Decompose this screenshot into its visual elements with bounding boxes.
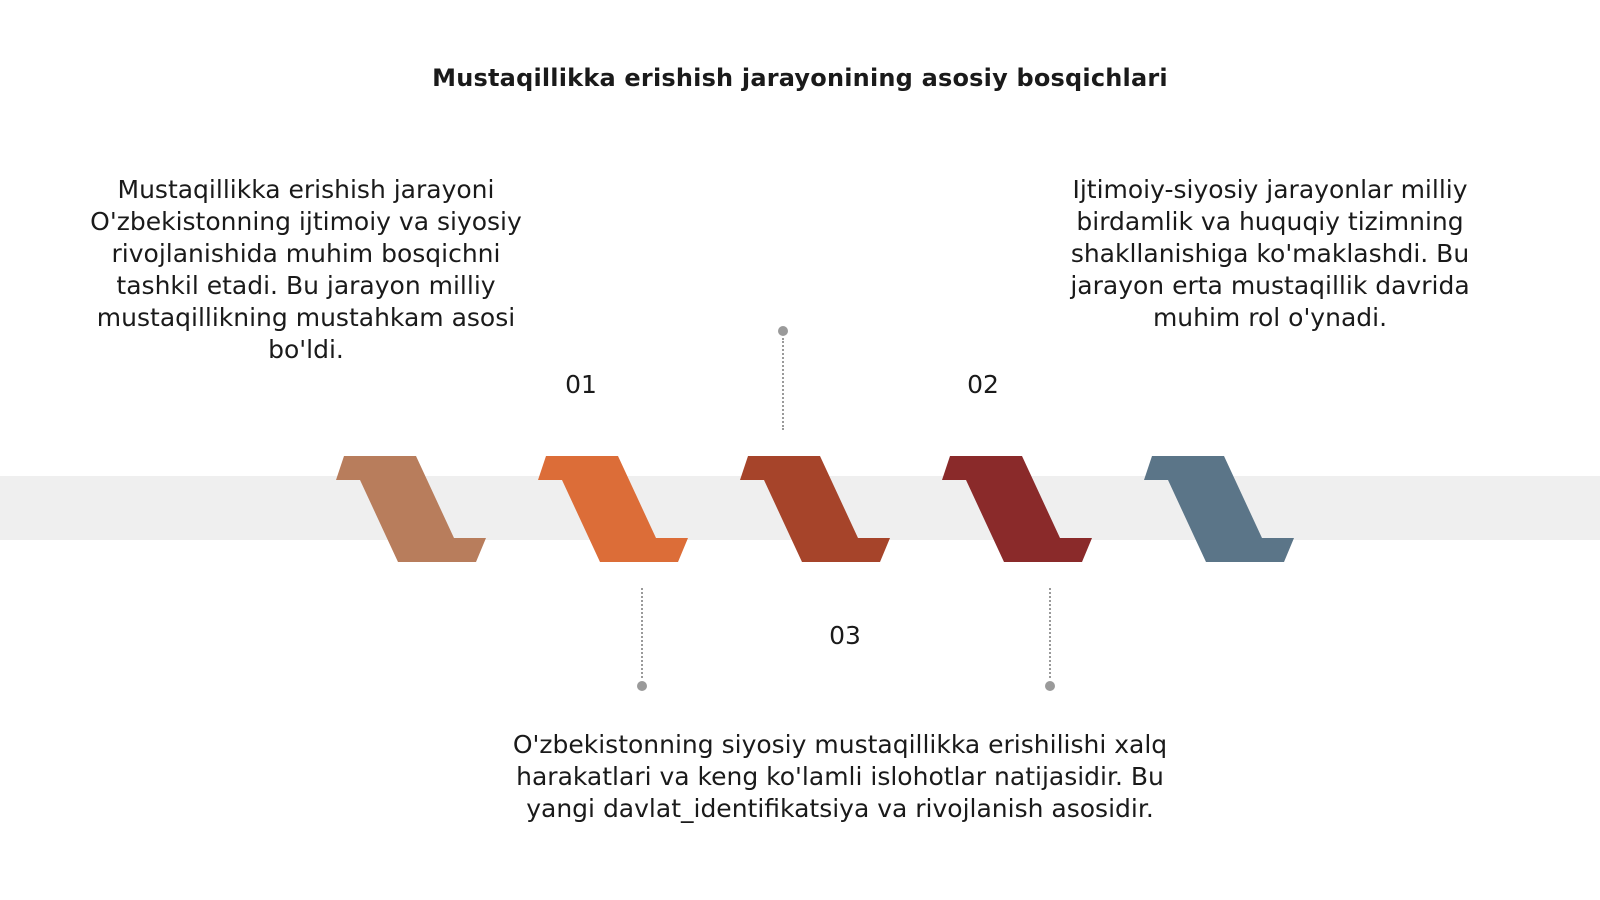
step-number-02: 02 — [967, 370, 999, 399]
step-number-01: 01 — [565, 370, 597, 399]
connector-dot — [637, 681, 647, 691]
connector-down — [1044, 588, 1056, 692]
step-number-03: 03 — [829, 621, 861, 650]
chevron-arrow — [538, 456, 688, 562]
chevron-arrow — [942, 456, 1092, 562]
chevron-shape — [1144, 456, 1294, 562]
connector-dot — [1045, 681, 1055, 691]
chevron-arrow — [740, 456, 890, 562]
chevron-arrow — [1144, 456, 1294, 562]
connector-line — [641, 588, 643, 678]
chevron-shape — [942, 456, 1092, 562]
diagram-title: Mustaqillikka erishish jarayonining asos… — [432, 64, 1168, 92]
chevron-arrow — [336, 456, 486, 562]
step-text-02: Ijtimoiy-siyosiy jarayonlar milliy birda… — [1070, 175, 1470, 332]
chevron-shape — [538, 456, 688, 562]
chevron-shape — [740, 456, 890, 562]
connector-dot — [778, 326, 788, 336]
connector-up — [777, 326, 789, 430]
connector-line — [782, 338, 784, 430]
connector-line — [1049, 588, 1051, 678]
step-text-03: O'zbekistonning siyosiy mustaqillikka er… — [512, 730, 1168, 823]
step-text-01: Mustaqillikka erishish jarayoni O'zbekis… — [90, 175, 522, 364]
connector-down — [636, 588, 648, 692]
chevron-shape — [336, 456, 486, 562]
